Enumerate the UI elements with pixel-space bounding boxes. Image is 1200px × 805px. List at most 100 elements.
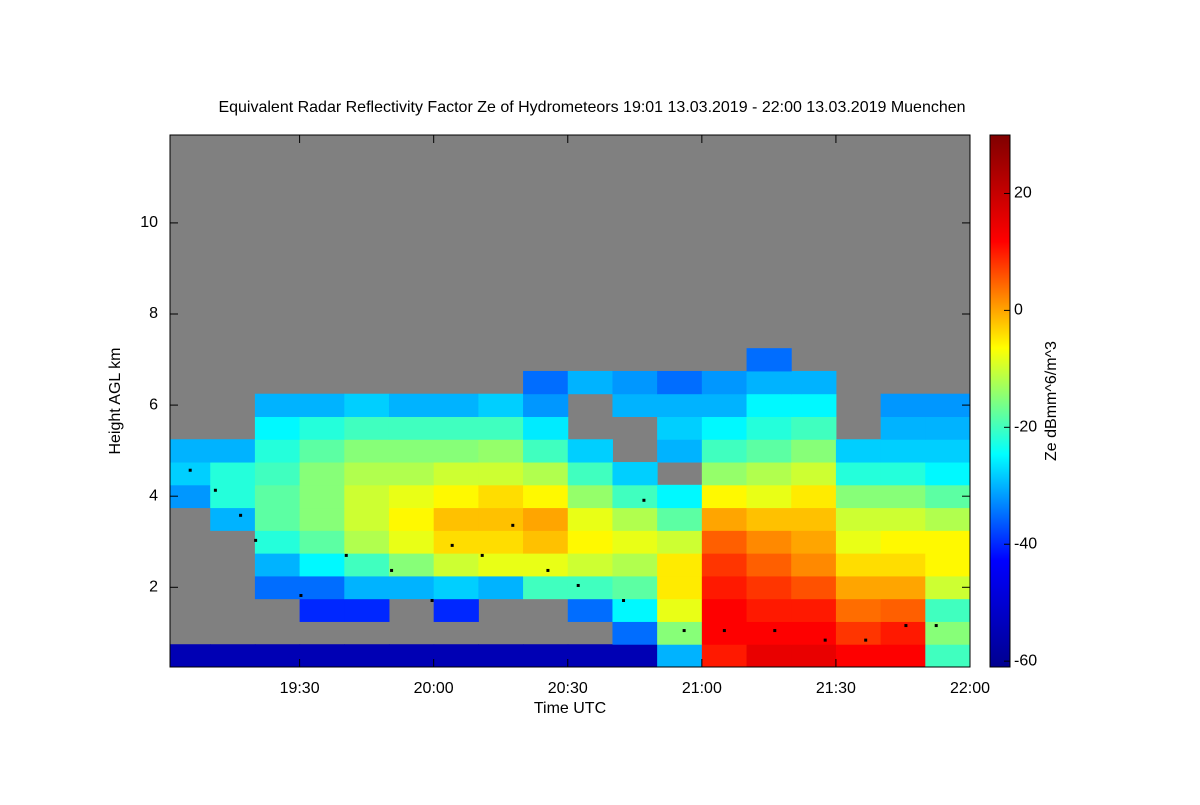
heatmap-cell	[701, 644, 748, 668]
heatmap-cell	[254, 575, 301, 600]
heatmap-cell	[523, 416, 569, 440]
heatmap-cell	[791, 530, 837, 554]
heatmap-cell	[880, 621, 926, 645]
heatmap-cell	[254, 553, 301, 577]
heatmap-cell	[657, 484, 703, 509]
heatmap-cell	[746, 553, 792, 577]
heatmap-cell	[388, 530, 435, 554]
heatmap-cell	[612, 393, 658, 417]
heatmap-cell	[344, 393, 390, 417]
heatmap-cell	[299, 530, 345, 554]
heatmap-cell	[746, 416, 792, 440]
heatmap-cell	[344, 439, 390, 463]
heatmap-cell	[925, 462, 971, 486]
heatmap-cell	[344, 416, 390, 440]
heatmap-cell	[701, 507, 748, 531]
heatmap-cell	[746, 621, 792, 645]
heatmap-cell	[478, 530, 524, 554]
heatmap-cell	[523, 644, 569, 668]
heatmap-cell	[791, 507, 837, 531]
heatmap-cell	[523, 484, 569, 509]
heatmap-cell	[344, 484, 390, 509]
heatmap-cell	[880, 553, 926, 577]
cloud-base-point	[576, 583, 580, 587]
heatmap-cell	[170, 644, 211, 668]
heatmap-cell	[523, 507, 569, 531]
heatmap-cell	[344, 553, 390, 577]
cloud-base-point	[344, 553, 348, 557]
heatmap-cell	[612, 644, 658, 668]
heatmap-cell	[657, 370, 703, 395]
heatmap-cell	[746, 348, 792, 372]
heatmap-cell	[433, 484, 479, 509]
heatmap-cell	[835, 507, 882, 531]
heatmap-cell	[478, 416, 524, 440]
heatmap-cell	[254, 507, 301, 531]
heatmap-cell	[433, 462, 479, 486]
cloud-base-point	[254, 538, 258, 542]
cloud-base-point	[450, 543, 454, 547]
cloud-base-point	[188, 468, 192, 472]
heatmap-cell	[880, 598, 926, 622]
heatmap-cell	[746, 393, 792, 417]
heatmap-cell	[567, 507, 613, 531]
heatmap-cell	[657, 575, 703, 600]
heatmap-cell	[254, 484, 301, 509]
heatmap-cell	[567, 575, 613, 600]
cloud-base-point	[622, 599, 626, 602]
x-tick-label: 20:00	[414, 680, 454, 697]
heatmap-cell	[835, 530, 882, 554]
heatmap-cell	[388, 462, 435, 486]
heatmap-cell	[170, 439, 211, 463]
heatmap-cell	[478, 484, 524, 509]
x-tick-label: 21:00	[682, 680, 722, 697]
heatmap-cell	[433, 530, 479, 554]
heatmap-cell	[344, 507, 390, 531]
x-tick-label: 21:30	[816, 680, 856, 697]
heatmap-cell	[478, 507, 524, 531]
heatmap-cell	[657, 621, 703, 645]
heatmap-cell	[925, 644, 971, 668]
heatmap-cell	[746, 644, 792, 668]
heatmap-cell	[835, 462, 882, 486]
heatmap-cell	[925, 439, 971, 463]
heatmap-cell	[880, 439, 926, 463]
heatmap-cell	[433, 575, 479, 600]
heatmap-cell	[478, 439, 524, 463]
heatmap-cell	[701, 598, 748, 622]
heatmap-cell	[925, 575, 971, 600]
heatmap-cell	[835, 644, 882, 668]
heatmap-cell	[880, 530, 926, 554]
heatmap-cell	[880, 484, 926, 509]
cloud-base-point	[773, 629, 777, 633]
heatmap-cell	[254, 644, 301, 668]
heatmap-cell	[746, 575, 792, 600]
heatmap-cell	[299, 416, 345, 440]
heatmap-cell	[746, 439, 792, 463]
heatmap-cell	[925, 553, 971, 577]
heatmap-cell	[254, 439, 301, 463]
heatmap-cell	[657, 439, 703, 463]
heatmap-cell	[701, 530, 748, 554]
heatmap-cell	[791, 370, 837, 395]
heatmap-cell	[791, 598, 837, 622]
heatmap-cell	[523, 575, 569, 600]
heatmap-cell	[835, 553, 882, 577]
heatmap-cell	[925, 393, 971, 417]
heatmap-cell	[746, 462, 792, 486]
heatmap-cell	[388, 575, 435, 600]
heatmap-cell	[612, 621, 658, 645]
heatmap-cell	[344, 598, 390, 622]
heatmap-cell	[299, 553, 345, 577]
heatmap-cell	[210, 462, 256, 486]
heatmap-cell	[433, 416, 479, 440]
heatmap-cell	[835, 439, 882, 463]
heatmap-cell	[388, 553, 435, 577]
colorbar-tick-label: -20	[1014, 419, 1037, 436]
cloud-base-point	[390, 568, 394, 572]
cloud-base-point	[864, 638, 868, 642]
x-tick-label: 20:30	[548, 680, 588, 697]
heatmap-cell	[701, 370, 748, 395]
y-tick-label: 4	[149, 487, 158, 504]
